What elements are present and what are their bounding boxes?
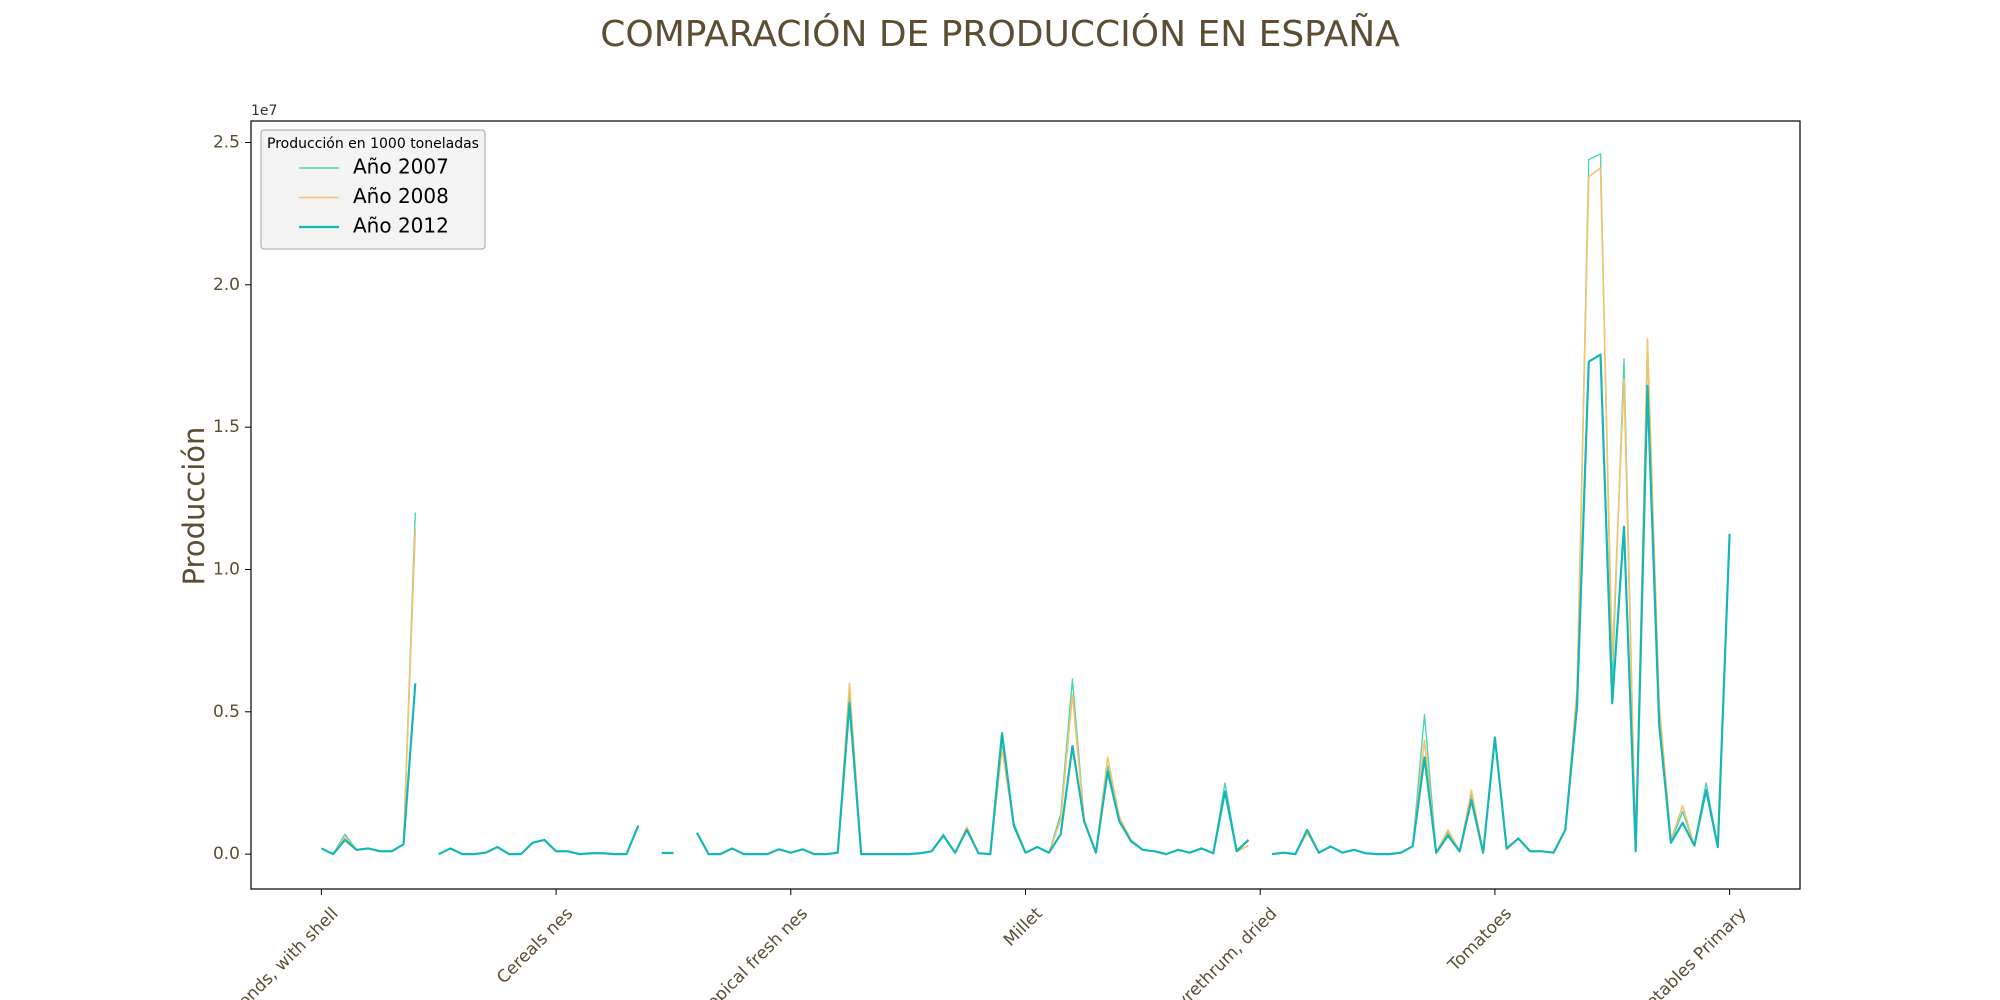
x-tick-label: Millet bbox=[1000, 904, 1047, 951]
y-tick-label: 0.5 bbox=[213, 702, 240, 722]
y-tick-label: 1.0 bbox=[213, 559, 240, 579]
data-line bbox=[321, 153, 1731, 855]
y-tick-label: 2.0 bbox=[213, 275, 240, 295]
legend-box bbox=[260, 129, 486, 250]
legend-label: Año 2012 bbox=[353, 214, 449, 238]
x-tick-label: Tomatoes bbox=[1444, 904, 1516, 976]
x-tick-label: Vegetables Primary bbox=[1620, 904, 1751, 1000]
x-tick-label: Almonds, with shell bbox=[211, 904, 342, 1000]
data-line bbox=[320, 353, 1731, 856]
x-tick-label: Cereals nes bbox=[493, 904, 577, 988]
x-tick-label: Fruit, tropical fresh nes bbox=[659, 904, 812, 1000]
y-tick-label: 1.5 bbox=[213, 417, 240, 437]
y-offset-label: 1e7 bbox=[251, 103, 277, 119]
y-axis-label: Producción bbox=[177, 427, 211, 586]
chart-title: COMPARACIÓN DE PRODUCCIÓN EN ESPAÑA bbox=[600, 13, 1400, 55]
data-line bbox=[321, 167, 1731, 855]
x-tick-label: Pyrethrum, dried bbox=[1166, 904, 1282, 1000]
legend-label: Año 2007 bbox=[353, 155, 449, 179]
y-tick-label: 2.5 bbox=[213, 132, 240, 152]
legend-label: Año 2008 bbox=[353, 184, 449, 208]
y-tick-label: 0.0 bbox=[213, 844, 240, 864]
legend-title: Producción en 1000 toneladas bbox=[267, 136, 479, 152]
